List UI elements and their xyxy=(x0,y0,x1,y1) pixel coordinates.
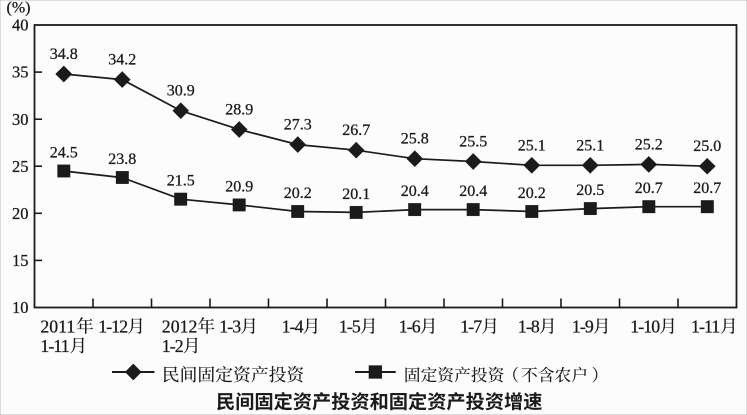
svg-text:40: 40 xyxy=(12,16,29,35)
svg-text:20.4: 20.4 xyxy=(459,183,487,200)
svg-text:34.8: 34.8 xyxy=(50,46,78,63)
svg-text:2011: 2011 xyxy=(40,316,75,336)
svg-text:20.2: 20.2 xyxy=(518,185,546,202)
svg-text:20.7: 20.7 xyxy=(693,180,721,197)
svg-text:26.7: 26.7 xyxy=(342,122,370,139)
svg-text:27.3: 27.3 xyxy=(284,117,312,134)
svg-text:20.1: 20.1 xyxy=(342,186,370,203)
svg-text:20.5: 20.5 xyxy=(576,182,604,199)
svg-text:1-12: 1-12 xyxy=(98,316,127,336)
svg-text:20: 20 xyxy=(12,204,29,223)
svg-text:1-5: 1-5 xyxy=(339,316,361,336)
svg-text:25.2: 25.2 xyxy=(635,136,663,153)
svg-text:25.1: 25.1 xyxy=(518,137,546,154)
svg-text:1-4: 1-4 xyxy=(282,316,304,336)
svg-text:1-7: 1-7 xyxy=(460,316,482,336)
svg-text:35: 35 xyxy=(12,63,29,82)
svg-text:2012: 2012 xyxy=(162,316,198,336)
svg-text:(%): (%) xyxy=(7,0,31,16)
svg-text:30.9: 30.9 xyxy=(167,83,195,100)
svg-text:25: 25 xyxy=(12,157,29,176)
svg-text:1-3: 1-3 xyxy=(219,316,241,336)
svg-text:1-8: 1-8 xyxy=(518,316,540,336)
svg-text:30: 30 xyxy=(12,110,29,129)
svg-text:24.5: 24.5 xyxy=(50,145,78,162)
svg-text:34.2: 34.2 xyxy=(108,52,136,69)
svg-text:1-11: 1-11 xyxy=(691,316,719,336)
svg-text:25.5: 25.5 xyxy=(459,134,487,151)
svg-text:1-6: 1-6 xyxy=(399,316,421,336)
svg-text:20.9: 20.9 xyxy=(225,178,253,195)
svg-text:20.7: 20.7 xyxy=(635,180,663,197)
svg-text:20.2: 20.2 xyxy=(284,185,312,202)
svg-text:21.5: 21.5 xyxy=(167,173,195,190)
svg-text:25.1: 25.1 xyxy=(576,137,604,154)
svg-text:1-10: 1-10 xyxy=(630,316,660,336)
svg-text:15: 15 xyxy=(12,251,29,270)
svg-text:28.9: 28.9 xyxy=(225,102,253,119)
svg-text:10: 10 xyxy=(12,298,29,317)
svg-text:25.8: 25.8 xyxy=(401,131,429,148)
svg-text:1-2: 1-2 xyxy=(162,336,183,356)
svg-text:20.4: 20.4 xyxy=(401,183,429,200)
svg-text:25.0: 25.0 xyxy=(693,138,721,155)
svg-text:1-11: 1-11 xyxy=(40,336,68,356)
svg-text:1-9: 1-9 xyxy=(572,316,594,336)
svg-text:23.8: 23.8 xyxy=(108,151,136,168)
